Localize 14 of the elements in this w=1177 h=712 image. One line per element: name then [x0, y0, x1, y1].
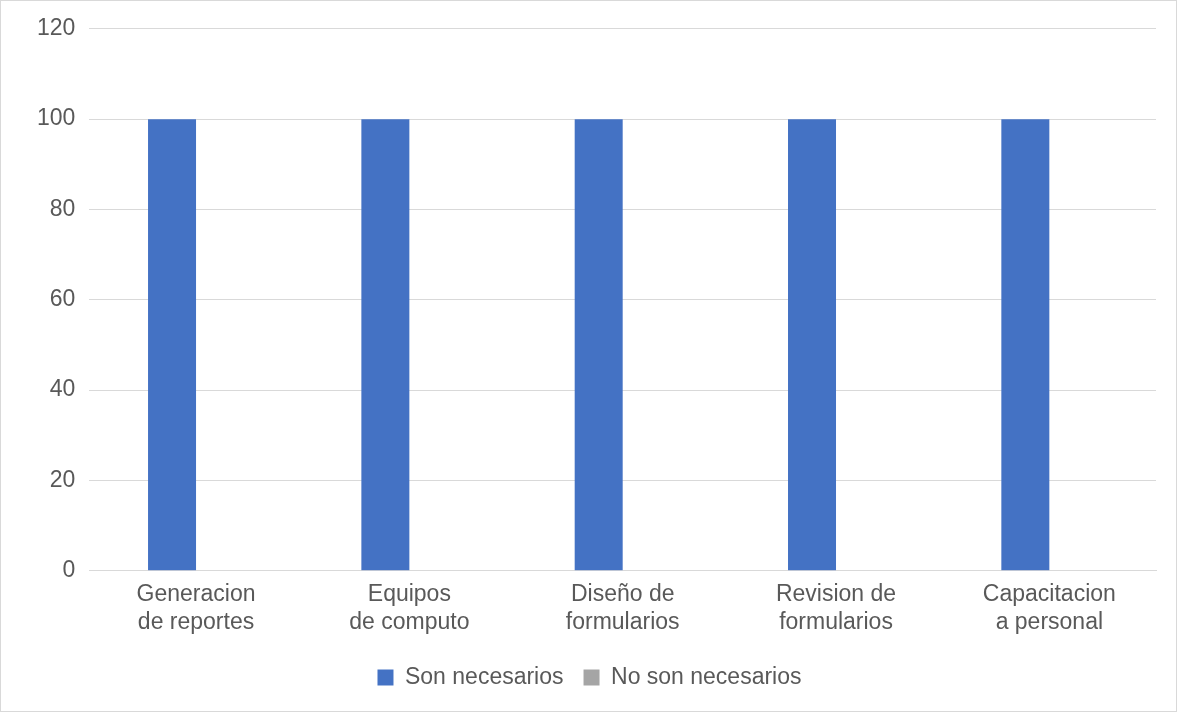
legend-label: Son necesarios: [404, 662, 564, 689]
x-tick-label: Equipos de computo: [349, 579, 470, 634]
legend-label: No son necesarios: [611, 662, 802, 689]
y-tick-label: 80: [49, 194, 76, 221]
x-tick-label: Diseño de formularios: [565, 579, 680, 634]
x-tick-label: Capacitacion a personal: [982, 579, 1116, 634]
y-tick-label: 60: [49, 285, 76, 312]
y-tick-label: 0: [62, 556, 76, 583]
y-tick-label: 120: [37, 14, 76, 41]
x-tick-label: Revision de formularios: [775, 579, 897, 634]
y-tick-label: 20: [49, 465, 76, 492]
y-tick-label: 40: [49, 375, 76, 402]
y-tick-label: 100: [37, 104, 76, 131]
x-tick-label: Generacion de reportes: [136, 579, 256, 634]
